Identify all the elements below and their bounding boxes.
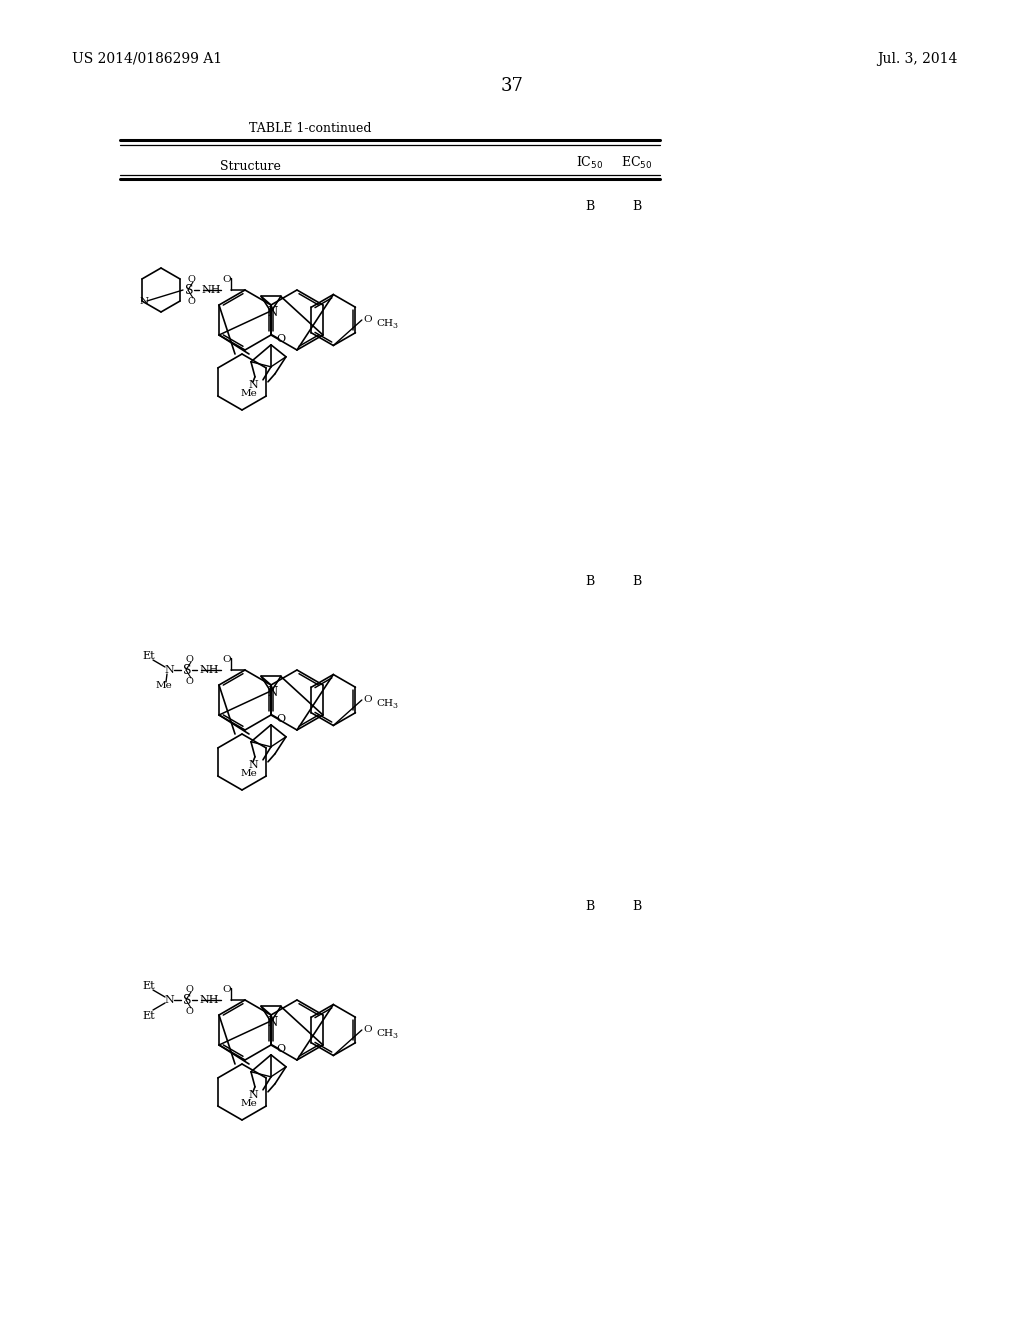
Text: N: N — [164, 665, 174, 675]
Text: O: O — [185, 676, 193, 685]
Text: O: O — [276, 334, 286, 343]
Text: B: B — [633, 576, 642, 587]
Text: N: N — [248, 380, 258, 389]
Text: NH: NH — [200, 995, 219, 1005]
Text: EC$_{50}$: EC$_{50}$ — [622, 154, 652, 172]
Text: O: O — [222, 276, 231, 285]
Text: Me: Me — [241, 1100, 258, 1109]
Text: O: O — [364, 1026, 373, 1035]
Text: N: N — [248, 1090, 258, 1100]
Text: Jul. 3, 2014: Jul. 3, 2014 — [878, 51, 958, 66]
Text: S: S — [184, 284, 194, 297]
Text: 3: 3 — [393, 322, 398, 330]
Text: B: B — [633, 201, 642, 213]
Text: S: S — [182, 994, 191, 1006]
Text: 3: 3 — [393, 1032, 398, 1040]
Text: Et: Et — [142, 651, 156, 661]
Text: N: N — [164, 995, 174, 1005]
Text: O: O — [364, 696, 373, 705]
Text: O: O — [185, 1006, 193, 1015]
Text: CH: CH — [377, 698, 394, 708]
Text: B: B — [633, 900, 642, 913]
Text: N: N — [268, 1016, 279, 1030]
Text: O: O — [187, 275, 195, 284]
Text: Me: Me — [241, 389, 258, 399]
Text: B: B — [586, 576, 595, 587]
Text: 3: 3 — [393, 702, 398, 710]
Text: N: N — [248, 760, 258, 770]
Text: O: O — [364, 315, 373, 325]
Text: O: O — [276, 714, 286, 723]
Text: US 2014/0186299 A1: US 2014/0186299 A1 — [72, 51, 222, 66]
Text: TABLE 1-continued: TABLE 1-continued — [249, 121, 372, 135]
Text: O: O — [185, 985, 193, 994]
Text: NH: NH — [200, 665, 219, 675]
Text: O: O — [185, 655, 193, 664]
Text: Et: Et — [142, 1011, 156, 1020]
Text: IC$_{50}$: IC$_{50}$ — [577, 154, 603, 172]
Text: O: O — [222, 986, 231, 994]
Text: B: B — [586, 201, 595, 213]
Text: NH: NH — [202, 285, 221, 294]
Text: Et: Et — [142, 981, 156, 991]
Text: S: S — [182, 664, 191, 676]
Text: Me: Me — [241, 770, 258, 779]
Text: N: N — [268, 306, 279, 319]
Text: 37: 37 — [501, 77, 523, 95]
Text: O: O — [222, 656, 231, 664]
Text: O: O — [276, 1044, 286, 1053]
Text: B: B — [586, 900, 595, 913]
Text: O: O — [187, 297, 195, 305]
Text: CH: CH — [377, 1028, 394, 1038]
Text: N: N — [268, 686, 279, 700]
Text: Me: Me — [156, 681, 172, 690]
Text: CH: CH — [377, 318, 394, 327]
Text: N: N — [139, 297, 148, 305]
Text: Structure: Structure — [219, 160, 281, 173]
